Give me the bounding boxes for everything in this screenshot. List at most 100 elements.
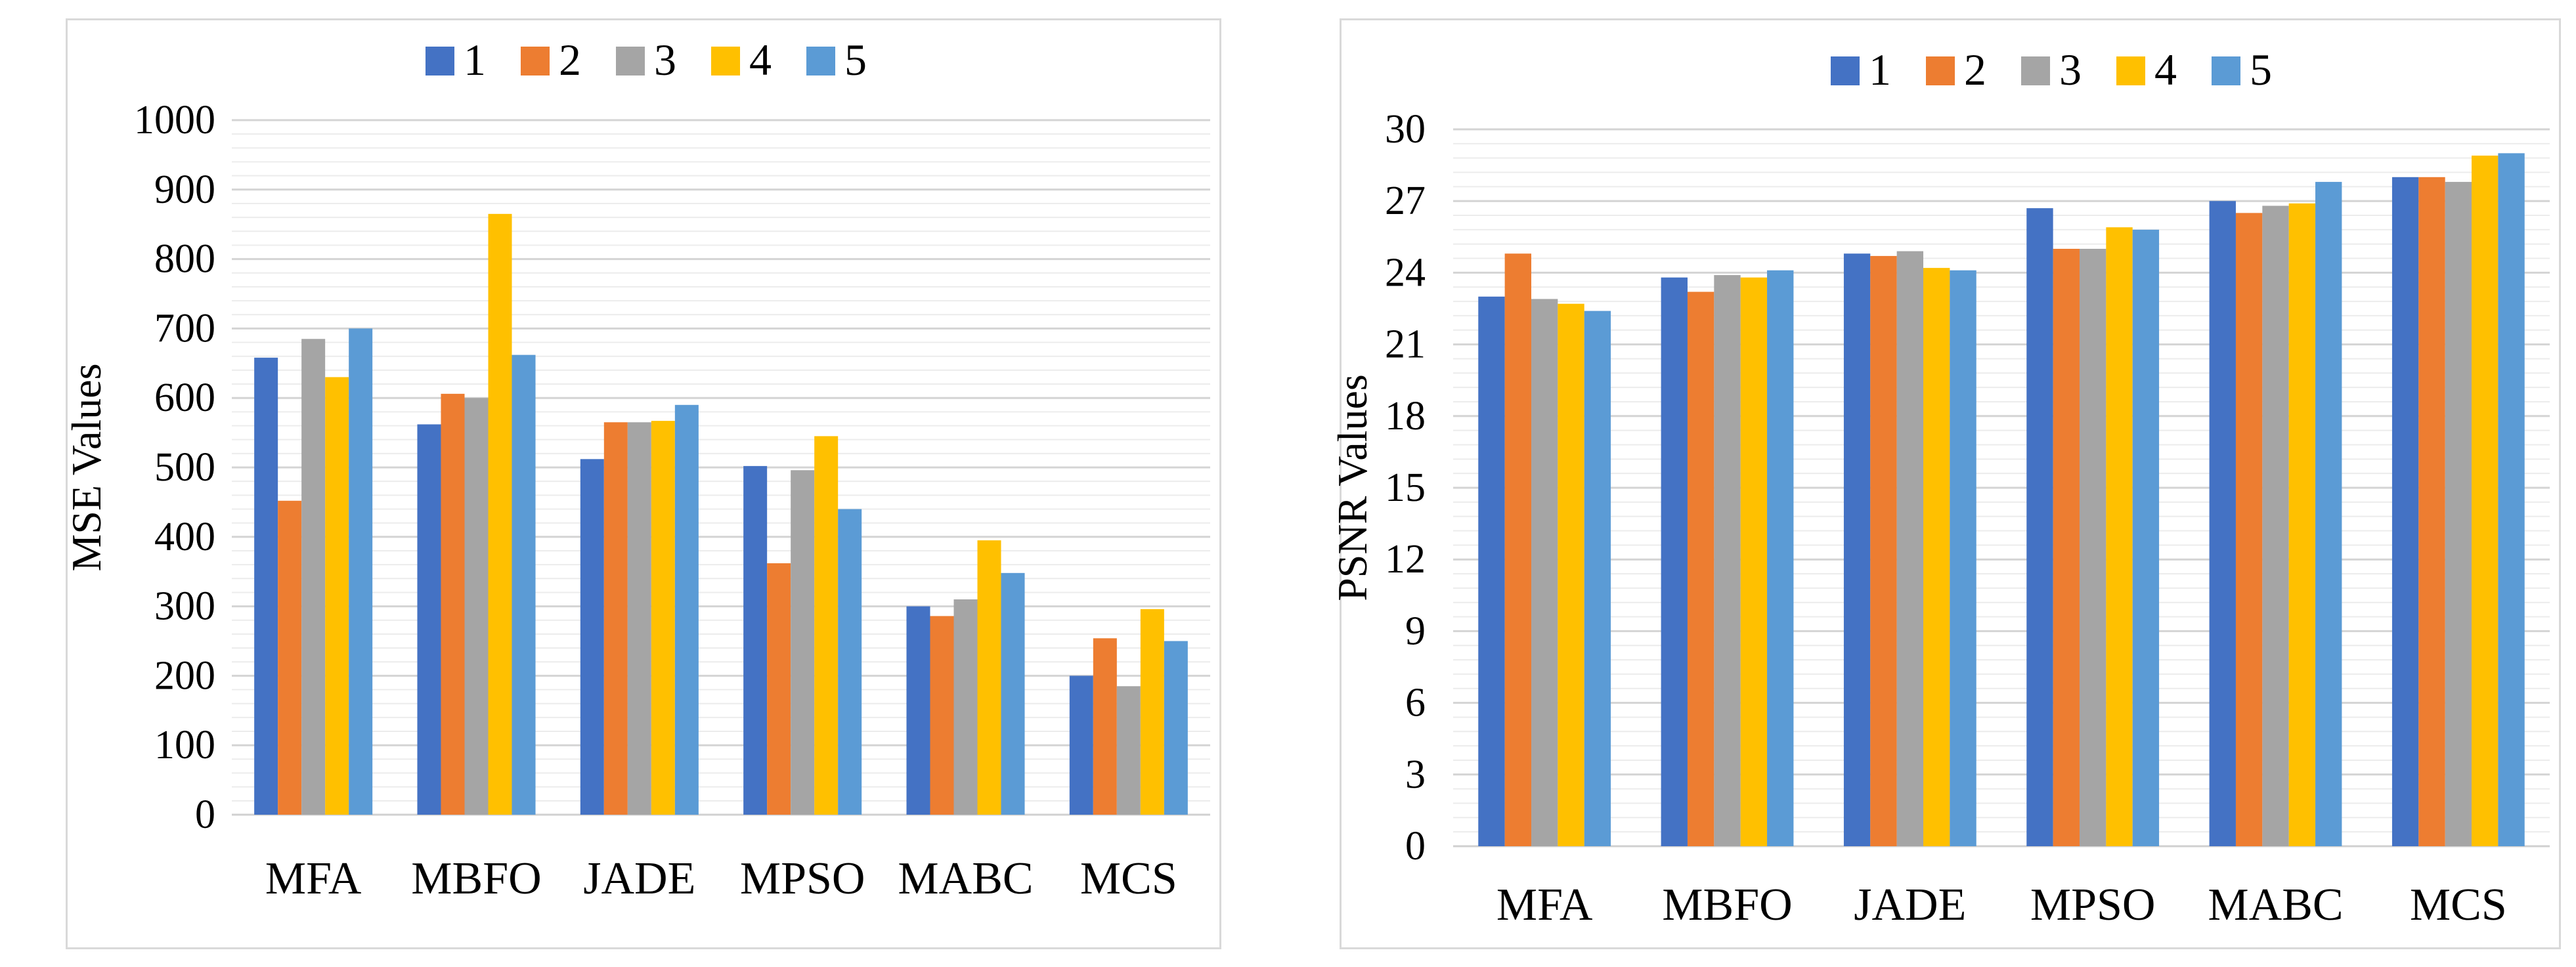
psnr-bar-mcs-series-1 xyxy=(2391,177,2419,846)
psnr-bar-jade-series-2 xyxy=(1870,255,1897,846)
psnr-y-tick-label: 15 xyxy=(1385,465,1426,510)
mse-bar-mabc-series-5 xyxy=(1001,572,1025,815)
psnr-bar-jade-series-4 xyxy=(1923,268,1950,846)
mse-bar-jade-series-1 xyxy=(580,459,604,815)
mse-bar-mbfo-series-1 xyxy=(417,424,441,815)
mse-bar-jade-series-4 xyxy=(651,421,675,815)
mse-legend-label: 1 xyxy=(464,35,486,85)
psnr-bar-mpso-series-3 xyxy=(2079,249,2107,846)
psnr-legend-swatch-5 xyxy=(2212,56,2240,85)
psnr-x-tick-label: MABC xyxy=(2208,880,2343,930)
mse-y-tick-label: 500 xyxy=(154,445,215,490)
psnr-y-tick-label: 27 xyxy=(1385,179,1426,223)
mse-y-tick-label: 100 xyxy=(154,723,215,767)
mse-legend-swatch-2 xyxy=(521,47,550,75)
mse-bar-mabc-series-4 xyxy=(977,540,1001,815)
psnr-y-tick-label: 30 xyxy=(1385,107,1426,152)
psnr-chart-panel: 0 3 6 9 12 15 18 21 24 27 30 PSNR Values MFA MBFO JADE… xyxy=(1329,18,2561,949)
mse-bar-mbfo-series-4 xyxy=(488,213,512,815)
psnr-x-tick-label: JADE xyxy=(1854,880,1966,930)
mse-y-tick-label: 0 xyxy=(195,792,215,837)
mse-x-tick-label: MBFO xyxy=(411,853,541,904)
mse-legend-label: 5 xyxy=(844,35,867,85)
mse-bar-mfa-series-2 xyxy=(278,500,302,815)
psnr-legend-swatch-4 xyxy=(2116,56,2145,85)
psnr-y-tick-label: 9 xyxy=(1405,609,1426,653)
psnr-y-tick-label: 18 xyxy=(1385,394,1426,439)
psnr-bar-mabc-series-5 xyxy=(2315,182,2342,846)
mse-x-tick-label: MPSO xyxy=(740,853,865,904)
mse-legend-label: 2 xyxy=(559,35,581,85)
psnr-y-tick-label: 21 xyxy=(1385,322,1426,367)
mse-bar-mabc-series-1 xyxy=(906,606,930,815)
psnr-bar-mbfo-series-1 xyxy=(1661,277,1688,846)
psnr-y-tick-label: 6 xyxy=(1405,681,1426,725)
mse-x-tick-label: MCS xyxy=(1080,853,1177,904)
mse-x-tick-label: MABC xyxy=(898,853,1033,904)
psnr-y-tick-label: 0 xyxy=(1405,824,1426,869)
psnr-bar-mfa-series-1 xyxy=(1478,296,1505,846)
psnr-legend-label: 4 xyxy=(2154,45,2177,95)
psnr-bar-mpso-series-1 xyxy=(2026,208,2053,846)
mse-y-tick-label: 1000 xyxy=(134,98,215,142)
mse-legend-label: 3 xyxy=(654,35,676,85)
mse-legend-swatch-1 xyxy=(426,47,454,75)
psnr-legend-swatch-1 xyxy=(1831,56,1860,85)
psnr-bar-mbfo-series-4 xyxy=(1740,277,1768,846)
psnr-bar-mpso-series-2 xyxy=(2053,249,2080,846)
mse-bar-jade-series-5 xyxy=(674,404,699,815)
mse-bar-mpso-series-4 xyxy=(814,436,839,815)
mse-y-axis-title: MSE Values xyxy=(63,363,110,571)
mse-bar-mbfo-series-3 xyxy=(464,398,489,815)
psnr-legend-swatch-2 xyxy=(1926,56,1955,85)
psnr-x-tick-label: MCS xyxy=(2410,880,2507,930)
mse-chart: 0 100 200 300 400 500 600 700 800 900 1000 MSE Valu… xyxy=(63,35,1210,904)
psnr-x-tick-label: MBFO xyxy=(1662,880,1792,930)
mse-bar-mfa-series-3 xyxy=(301,339,326,815)
mse-legend-swatch-5 xyxy=(806,47,835,75)
mse-y-tick-label: 200 xyxy=(154,653,215,698)
mse-bar-mcs-series-4 xyxy=(1140,609,1164,815)
mse-bar-mabc-series-2 xyxy=(930,616,954,815)
psnr-legend-label: 2 xyxy=(1964,45,1986,95)
psnr-y-tick-label: 12 xyxy=(1385,537,1426,582)
mse-chart-panel: 0 100 200 300 400 500 600 700 800 900 1000 MSE Valu… xyxy=(63,18,1221,949)
mse-bar-mpso-series-2 xyxy=(767,563,791,815)
mse-bar-mbfo-series-5 xyxy=(512,355,536,815)
mse-legend: 1 2 3 4 5 xyxy=(426,35,867,85)
mse-bar-mfa-series-5 xyxy=(349,328,373,815)
mse-bar-mpso-series-5 xyxy=(838,509,862,815)
psnr-y-axis-title: PSNR Values xyxy=(1329,374,1376,601)
psnr-bar-mbfo-series-5 xyxy=(1767,270,1794,846)
psnr-bar-mpso-series-5 xyxy=(2132,229,2160,846)
psnr-bar-mpso-series-4 xyxy=(2106,227,2133,846)
mse-y-tick-label: 700 xyxy=(154,306,215,351)
psnr-bar-mabc-series-4 xyxy=(2288,203,2316,847)
mse-legend-swatch-4 xyxy=(711,47,740,75)
psnr-bar-mbfo-series-3 xyxy=(1714,275,1741,846)
mse-y-tick-label: 400 xyxy=(154,515,215,559)
mse-y-tick-label: 800 xyxy=(154,237,215,282)
mse-y-tick-label: 900 xyxy=(154,167,215,212)
mse-bar-mcs-series-3 xyxy=(1116,686,1141,815)
mse-bars xyxy=(254,213,1188,815)
psnr-bar-mabc-series-3 xyxy=(2262,205,2289,847)
mse-bar-mpso-series-3 xyxy=(791,470,815,815)
psnr-bar-mabc-series-1 xyxy=(2209,201,2236,846)
psnr-bar-jade-series-5 xyxy=(1950,270,1976,846)
mse-y-axis: 0 100 200 300 400 500 600 700 800 900 1000 xyxy=(134,98,215,837)
psnr-legend-swatch-3 xyxy=(2021,56,2050,85)
mse-bar-mbfo-series-2 xyxy=(441,393,465,815)
psnr-bar-jade-series-1 xyxy=(1843,253,1871,846)
psnr-legend-label: 3 xyxy=(2059,45,2082,95)
psnr-bar-mabc-series-2 xyxy=(2235,213,2263,846)
psnr-bar-jade-series-3 xyxy=(1896,251,1924,846)
mse-bar-mpso-series-1 xyxy=(743,465,768,815)
psnr-legend-label: 5 xyxy=(2250,45,2272,95)
mse-bar-mcs-series-1 xyxy=(1069,676,1093,815)
psnr-x-tick-label: MFA xyxy=(1496,880,1593,930)
mse-x-tick-label: JADE xyxy=(583,853,695,904)
psnr-x-tick-label: MPSO xyxy=(2030,880,2156,930)
mse-bar-mcs-series-2 xyxy=(1093,638,1117,815)
